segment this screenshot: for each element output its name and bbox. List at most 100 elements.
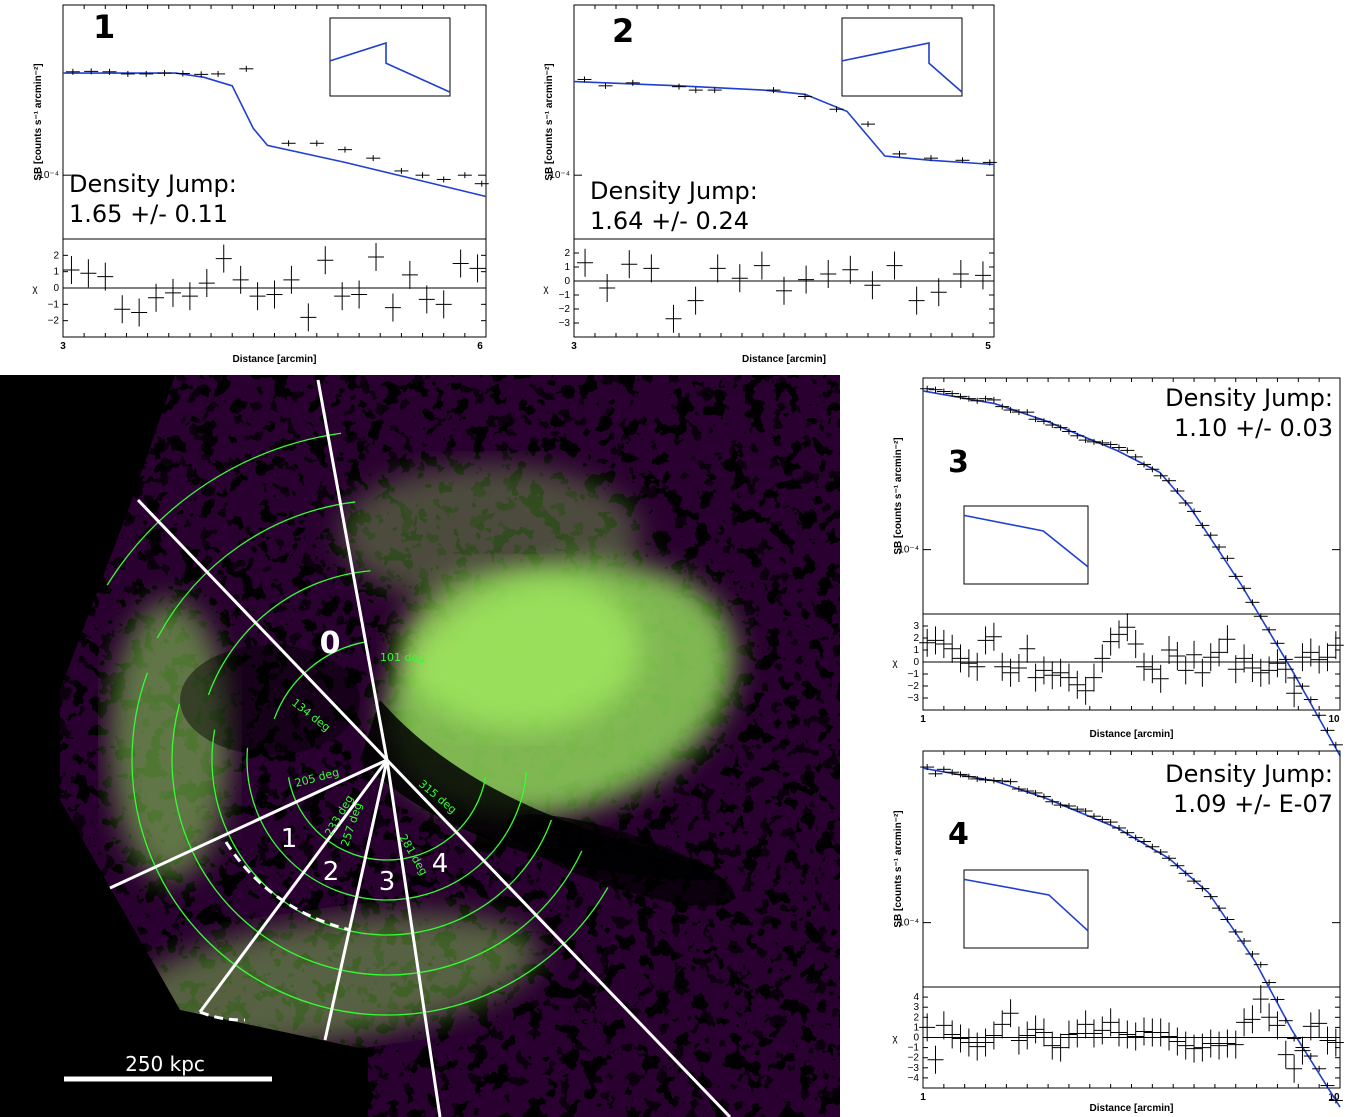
sector-boundary-line bbox=[323, 759, 389, 1041]
chi-axis-label: χ bbox=[543, 284, 549, 295]
y-tick-label: 10⁻⁴ bbox=[898, 545, 919, 556]
chi-tick-label: −2 bbox=[559, 304, 571, 315]
y-tick-label: 10⁻⁴ bbox=[898, 918, 919, 929]
shock-front-dashed bbox=[224, 841, 351, 932]
chi-tick-label: 2 bbox=[913, 633, 919, 644]
chi-tick-label: 0 bbox=[53, 283, 59, 294]
x-axis-label: Distance [arcmin] bbox=[742, 354, 826, 365]
x-axis-label: Distance [arcmin] bbox=[233, 354, 317, 365]
chi-tick-label: 2 bbox=[913, 1012, 919, 1023]
chi-axis-label: χ bbox=[32, 284, 38, 295]
angle-label: 101 deg bbox=[380, 651, 425, 664]
panel-number: 3 bbox=[948, 445, 969, 480]
chi-tick-label: −2 bbox=[908, 1053, 920, 1064]
scalebar-label: 250 kpc bbox=[125, 1052, 205, 1076]
x-axis-label: Distance [arcmin] bbox=[1090, 1103, 1174, 1114]
x-tick-label: 6 bbox=[477, 341, 483, 352]
chi-tick-label: −1 bbox=[48, 299, 60, 310]
chi-tick-label: 4 bbox=[913, 992, 919, 1003]
panel-number: 1 bbox=[93, 8, 115, 46]
chi-tick-label: 1 bbox=[913, 1022, 919, 1033]
sector-boundary-line bbox=[109, 758, 388, 890]
panel-number: 2 bbox=[612, 12, 634, 50]
annulus-arc-upper bbox=[156, 501, 356, 639]
density-jump-label: Density Jump: bbox=[1165, 760, 1333, 788]
chi-tick-label: 3 bbox=[913, 621, 919, 632]
chi-tick-label: 2 bbox=[564, 248, 570, 259]
chi-tick-label: −1 bbox=[908, 669, 920, 680]
sector-label: 1 bbox=[281, 824, 298, 854]
chi-tick-label: −2 bbox=[908, 681, 920, 692]
y-tick-label: 10⁻⁴ bbox=[549, 170, 570, 181]
density-jump-value: 1.65 +/- 0.11 bbox=[69, 200, 228, 228]
x-tick-label: 1 bbox=[920, 1092, 926, 1103]
shock-front-dashed bbox=[199, 1010, 246, 1022]
model-curve bbox=[573, 80, 995, 166]
annulus-arc-lower bbox=[171, 704, 583, 976]
annulus-arc-lower bbox=[131, 672, 609, 1016]
density-model-inset bbox=[963, 505, 1089, 585]
chi-tick-label: −3 bbox=[559, 318, 571, 329]
annulus-arc-upper bbox=[273, 641, 367, 720]
inset-density-curve bbox=[841, 41, 963, 93]
sector-label: 0 bbox=[320, 626, 341, 661]
y-axis-label: SB [counts s⁻¹ arcmin⁻²] bbox=[33, 63, 44, 180]
chi-tick-label: −2 bbox=[48, 316, 60, 327]
sector-boundary-line bbox=[136, 498, 389, 762]
x-tick-label: 5 bbox=[985, 341, 991, 352]
sector-boundary-line bbox=[385, 758, 732, 1117]
chi-tick-label: 1 bbox=[913, 645, 919, 656]
x-tick-label: 1 bbox=[920, 714, 926, 725]
y-axis-label: SB [counts s⁻¹ arcmin⁻²] bbox=[544, 63, 555, 180]
density-model-inset bbox=[963, 869, 1089, 949]
model-curve bbox=[922, 390, 1341, 756]
inset-density-curve bbox=[963, 514, 1089, 568]
sector-label: 2 bbox=[323, 857, 340, 887]
y-axis-label: SB [counts s⁻¹ arcmin⁻²] bbox=[893, 810, 904, 927]
chi-tick-label: 1 bbox=[564, 262, 570, 273]
profile-panel-3: SB [counts s⁻¹ arcmin⁻²]10⁻⁴χ3210−1−2−31… bbox=[892, 377, 1344, 756]
chi-tick-label: −4 bbox=[908, 1073, 920, 1084]
sector-boundary-line bbox=[316, 379, 389, 761]
density-jump-value: 1.10 +/- 0.03 bbox=[1174, 414, 1333, 442]
chi-tick-label: −3 bbox=[908, 1063, 920, 1074]
annulus-arc-upper bbox=[207, 570, 371, 696]
chi-tick-label: −1 bbox=[559, 290, 571, 301]
chi-tick-label: 0 bbox=[913, 1033, 919, 1044]
annulus-arc-upper bbox=[106, 432, 342, 586]
chi-axis-label: χ bbox=[892, 1034, 898, 1045]
sector-label: 4 bbox=[432, 849, 449, 879]
chi-axis-label: χ bbox=[892, 658, 898, 669]
density-jump-label: Density Jump: bbox=[590, 177, 758, 205]
density-jump-value: 1.09 +/- E-07 bbox=[1173, 790, 1333, 818]
panel-number: 4 bbox=[948, 817, 969, 852]
y-axis-label: SB [counts s⁻¹ arcmin⁻²] bbox=[893, 437, 904, 554]
chi-tick-label: 3 bbox=[913, 1002, 919, 1013]
inset-density-curve bbox=[329, 41, 451, 93]
profile-panel-1: SB [counts s⁻¹ arcmin⁻²]10⁻⁴ χ 2 1 0 −1 −2 3 6 Di… bbox=[32, 4, 489, 365]
sector-label: 3 bbox=[379, 867, 396, 897]
x-tick-label: 10 bbox=[1328, 714, 1340, 725]
y-tick-label: 10⁻⁴ bbox=[38, 170, 59, 181]
density-jump-label: Density Jump: bbox=[69, 170, 237, 198]
chi-tick-label: 0 bbox=[913, 657, 919, 668]
model-curve bbox=[63, 72, 487, 198]
annulus-arc-lower bbox=[246, 747, 528, 901]
x-axis-label: Distance [arcmin] bbox=[1090, 729, 1174, 740]
profile-panel-4: SB [counts s⁻¹ arcmin⁻²]10⁻⁴χ43210−1−2−3… bbox=[892, 750, 1344, 1114]
x-tick-label: 3 bbox=[60, 341, 66, 352]
x-tick-label: 3 bbox=[571, 341, 577, 352]
density-jump-value: 1.64 +/- 0.24 bbox=[590, 207, 749, 235]
sector-boundary-line bbox=[198, 759, 389, 1013]
chi-tick-label: 1 bbox=[53, 267, 59, 278]
chi-tick-label: 2 bbox=[53, 250, 59, 261]
profile-panel-2: SB [counts s⁻¹ arcmin⁻²]10⁻⁴ χ 2 1 0 −1 −2 −3 3 5… bbox=[543, 4, 997, 365]
density-jump-label: Density Jump: bbox=[1165, 384, 1333, 412]
sector-boundary-line bbox=[385, 759, 442, 1117]
inset-density-curve bbox=[963, 878, 1089, 932]
chi-tick-label: −3 bbox=[908, 693, 920, 704]
